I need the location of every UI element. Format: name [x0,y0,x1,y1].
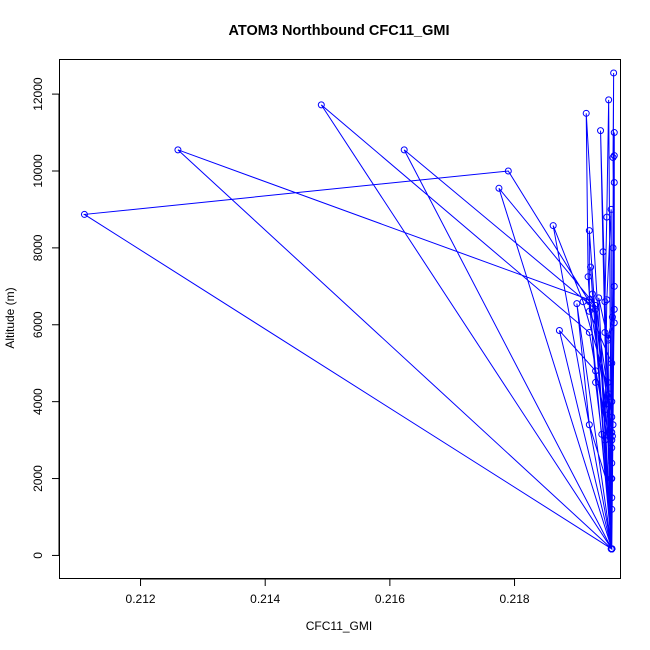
data-point [588,290,596,298]
data-point [603,405,611,413]
data-point [608,545,616,553]
data-point [605,390,613,398]
data-point [504,167,512,175]
data-point [608,313,616,321]
data-point [585,328,593,336]
data-point [610,179,618,187]
data-point [549,222,557,230]
data-point [585,307,593,315]
data-point [608,428,616,436]
data-point [610,305,618,313]
data-point [608,398,616,406]
y-tick-label: 12000 [31,77,45,111]
data-point [608,505,616,513]
data-point [592,302,600,310]
data-point [601,436,609,444]
data-point [610,282,618,290]
data-point [608,359,616,367]
chart-title: ATOM3 Northbound CFC11_GMI [229,23,450,39]
data-point [603,213,611,221]
data-point [608,444,616,452]
data-point [585,227,593,235]
data-point [582,109,590,117]
data-point [585,296,593,304]
y-tick-label: 6000 [31,311,45,338]
data-point [608,432,616,440]
data-point [174,146,182,154]
data-point [317,101,325,109]
data-point [610,69,618,77]
data-point [603,296,611,304]
data-point [608,494,616,502]
y-axis-label: Altitude (m) [3,287,17,348]
data-point [598,430,606,438]
data-point [604,378,612,386]
data-point [579,298,587,306]
data-point [601,298,609,306]
data-point [495,184,503,192]
data-point [555,327,563,335]
data-point [595,294,603,302]
series-line [82,72,615,551]
series-layer [80,69,618,553]
data-point [597,127,605,135]
x-tick-label: 0.218 [500,592,530,606]
y-tick-label: 10000 [31,154,45,188]
data-point [610,152,618,160]
data-point [592,378,600,386]
y-tick-label: 0 [31,552,45,559]
data-point [609,244,617,252]
y-axis: 0 2000 4000 6000 8000 10000 12000 [31,77,60,559]
data-point [609,154,617,162]
data-point [608,413,616,421]
x-axis-label: CFC11_GMI [306,619,372,633]
data-point [592,305,600,313]
data-point [587,263,595,271]
data-point [599,248,607,256]
data-point [608,475,616,483]
data-point [592,367,600,375]
data-point [609,421,617,429]
y-tick-label: 2000 [31,465,45,492]
y-tick-label: 4000 [31,388,45,415]
x-tick-label: 0.216 [375,592,405,606]
data-point [605,96,613,104]
data-point [80,210,88,218]
data-point [573,300,581,308]
data-point [607,205,615,213]
data-point [584,273,592,281]
x-tick-label: 0.212 [126,592,156,606]
data-point [608,436,616,444]
data-point [585,421,593,429]
data-point [604,336,612,344]
y-tick-label: 8000 [31,234,45,261]
data-point [608,459,616,467]
data-point [610,129,618,137]
data-point [400,146,408,154]
data-point [604,334,612,342]
x-tick-label: 0.214 [250,592,280,606]
x-axis: 0.212 0.214 0.216 0.218 [126,578,530,606]
data-point [601,328,609,336]
